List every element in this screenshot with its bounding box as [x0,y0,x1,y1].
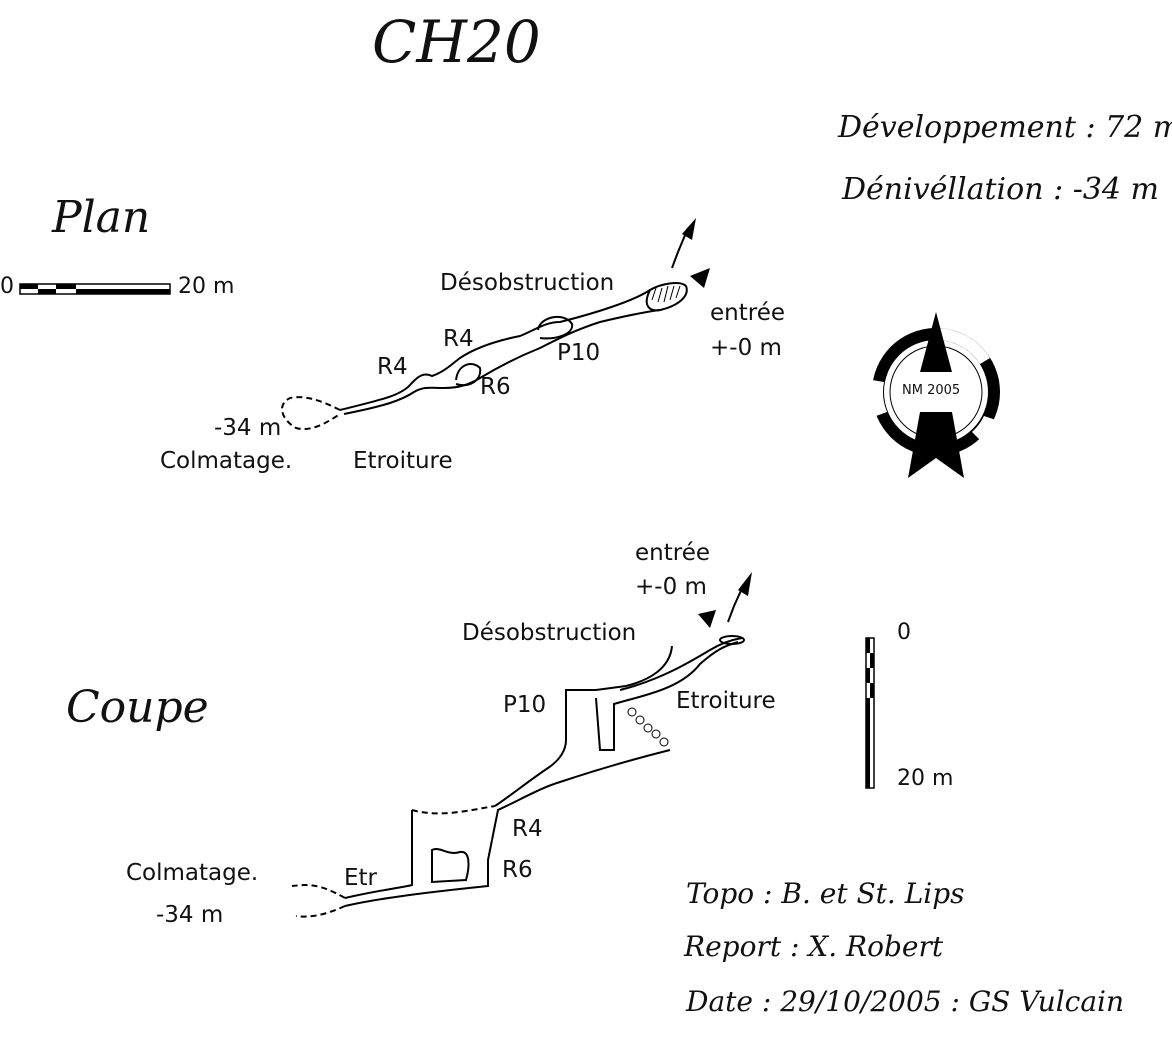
page-title: CH20 [372,8,541,76]
coupe-label-etr: Etr [344,865,378,891]
plan-scale-bar [19,283,171,295]
plan-heading: Plan [52,192,151,243]
coupe-label-entree: entrée [635,540,710,566]
coupe-scale-top: 0 [897,620,911,645]
plan-label-entree: entrée [710,300,785,326]
plan-label-colmatage: Colmatage. [160,448,293,474]
plan-label-entree-depth: +-0 m [710,335,782,361]
plan-label-r4-lower: R4 [377,354,408,380]
plan-scale-start: 0 [0,274,14,299]
coupe-label-r4: R4 [512,816,543,842]
coupe-label-desobstruction: Désobstruction [462,620,637,646]
coupe-label-p10: P10 [503,692,547,718]
plan-cave-outline [281,282,688,430]
coupe-label-entree-depth: +-0 m [635,574,707,600]
plan-label-desobstruction: Désobstruction [440,270,615,296]
north-compass [871,312,1000,478]
compass-label: NM 2005 [902,383,961,398]
plan-entrance-arrow [671,218,710,288]
coupe-entrance-arrow [698,572,752,628]
credit-topo: Topo : B. et St. Lips [686,877,965,910]
development-stat: Développement : 72 m [838,110,1172,145]
coupe-cave-outline [291,635,745,918]
plan-scale-end: 20 m [178,274,235,299]
plan-label-p10: P10 [557,340,601,366]
plan-desobstruction-hatch [651,285,681,303]
credit-report: Report : X. Robert [684,930,944,963]
credit-date: Date : 29/10/2005 : GS Vulcain [686,985,1125,1018]
coupe-rubble [627,707,669,747]
coupe-scale-bottom: 20 m [897,766,954,791]
coupe-label-depth-bottom: -34 m [156,902,224,928]
coupe-label-r6: R6 [502,857,533,883]
denivellation-stat: Dénivéllation : -34 m [842,172,1160,207]
coupe-scale-bar [865,637,875,789]
plan-label-depth-bottom: -34 m [214,415,282,441]
plan-label-etroiture: Etroiture [353,448,453,474]
plan-label-r4-upper: R4 [443,326,474,352]
coupe-label-colmatage: Colmatage. [126,860,259,886]
coupe-label-etroiture: Etroiture [676,688,776,714]
coupe-heading: Coupe [66,682,209,733]
plan-label-r6: R6 [480,374,511,400]
